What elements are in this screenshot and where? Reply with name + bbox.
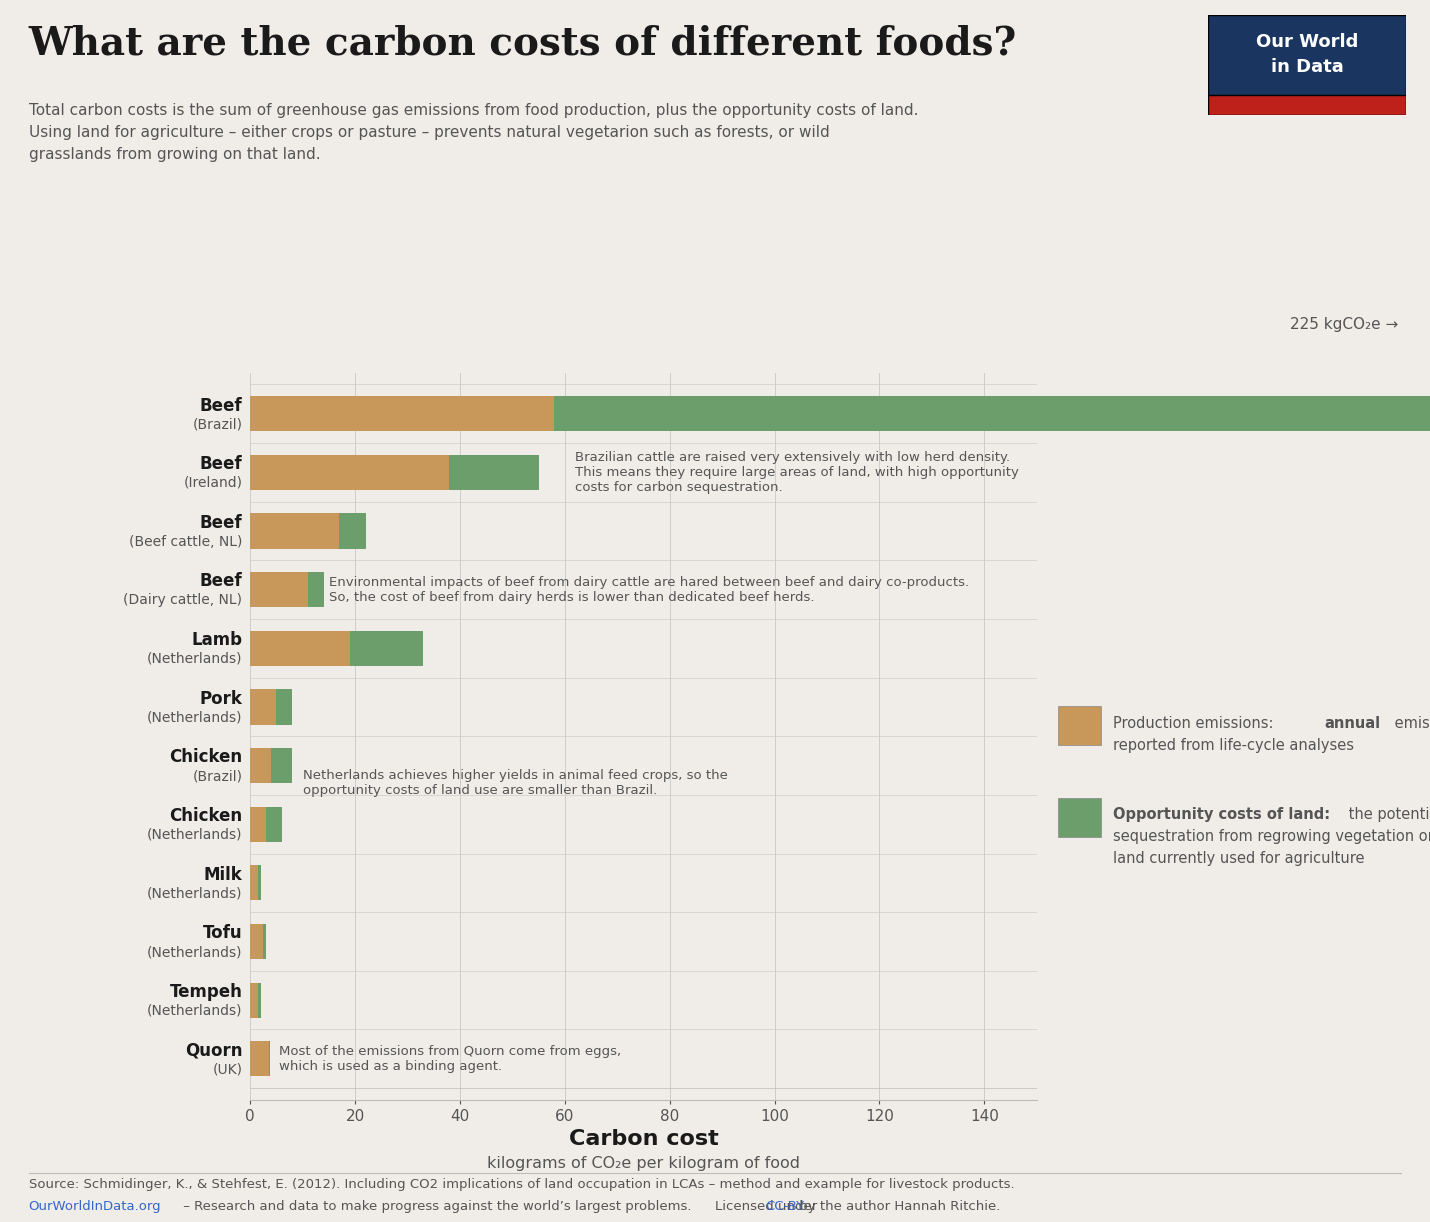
Text: Chicken: Chicken <box>169 807 242 825</box>
Text: reported from life-cycle analyses: reported from life-cycle analyses <box>1113 738 1354 753</box>
Bar <box>250 1041 269 1077</box>
Text: Our World: Our World <box>1256 33 1358 51</box>
Bar <box>250 924 263 959</box>
Text: the potential carbon: the potential carbon <box>1344 807 1430 821</box>
Bar <box>250 865 257 901</box>
Text: Production emissions:: Production emissions: <box>1113 716 1277 731</box>
Text: Chicken: Chicken <box>169 748 242 766</box>
Text: (Netherlands): (Netherlands) <box>147 827 242 842</box>
Text: CC-BY: CC-BY <box>765 1200 804 1213</box>
FancyBboxPatch shape <box>1208 15 1406 115</box>
Text: Beef: Beef <box>200 572 242 590</box>
Text: Netherlands achieves higher yields in animal feed crops, so the
opportunity cost: Netherlands achieves higher yields in an… <box>303 769 728 797</box>
Bar <box>350 631 423 666</box>
Text: Tempeh: Tempeh <box>170 982 242 1001</box>
Text: (Netherlands): (Netherlands) <box>147 651 242 666</box>
Bar <box>250 982 257 1018</box>
Bar <box>449 455 539 490</box>
Text: Total carbon costs is the sum of greenhouse gas emissions from food production, : Total carbon costs is the sum of greenho… <box>29 103 918 163</box>
Text: Quorn: Quorn <box>184 1041 242 1059</box>
Bar <box>307 572 323 607</box>
Text: in Data: in Data <box>1271 57 1343 76</box>
Text: sequestration from regrowing vegetation on: sequestration from regrowing vegetation … <box>1113 829 1430 843</box>
Text: Tofu: Tofu <box>203 924 242 942</box>
Text: emissions: emissions <box>1390 716 1430 731</box>
Text: Carbon cost: Carbon cost <box>569 1129 718 1149</box>
Text: (Netherlands): (Netherlands) <box>147 886 242 901</box>
Bar <box>250 396 555 431</box>
Text: Environmental impacts of beef from dairy cattle are hared between beef and dairy: Environmental impacts of beef from dairy… <box>329 576 970 604</box>
Text: (Ireland): (Ireland) <box>183 475 242 490</box>
Text: (Brazil): (Brazil) <box>193 417 242 431</box>
Bar <box>250 807 266 842</box>
Text: (UK): (UK) <box>213 1062 242 1077</box>
Bar <box>250 748 272 783</box>
Text: Pork: Pork <box>200 689 242 708</box>
Bar <box>263 924 266 959</box>
Bar <box>250 572 307 607</box>
Text: (Brazil): (Brazil) <box>193 769 242 783</box>
Text: (Dairy cattle, NL): (Dairy cattle, NL) <box>123 593 242 607</box>
Text: Licensed under: Licensed under <box>715 1200 821 1213</box>
Text: Brazilian cattle are raised very extensively with low herd density.
This means t: Brazilian cattle are raised very extensi… <box>575 451 1020 494</box>
FancyBboxPatch shape <box>1208 95 1406 115</box>
Bar <box>555 396 1430 431</box>
Bar <box>276 689 292 725</box>
Bar <box>250 513 339 549</box>
Text: OurWorldInData.org: OurWorldInData.org <box>29 1200 162 1213</box>
Bar <box>339 513 366 549</box>
Bar <box>257 865 260 901</box>
Text: – Research and data to make progress against the world’s largest problems.: – Research and data to make progress aga… <box>179 1200 691 1213</box>
Text: by the author Hannah Ritchie.: by the author Hannah Ritchie. <box>795 1200 1001 1213</box>
Text: (Netherlands): (Netherlands) <box>147 710 242 725</box>
Text: Most of the emissions from Quorn come from eggs,
which is used as a binding agen: Most of the emissions from Quorn come fr… <box>279 1045 621 1073</box>
Text: (Netherlands): (Netherlands) <box>147 945 242 959</box>
Text: Source: Schmidinger, K., & Stehfest, E. (2012). Including CO2 implications of la: Source: Schmidinger, K., & Stehfest, E. … <box>29 1178 1014 1191</box>
Text: 225 kgCO₂e →: 225 kgCO₂e → <box>1290 318 1399 332</box>
Text: Beef: Beef <box>200 455 242 473</box>
Bar <box>269 1041 270 1077</box>
Bar <box>257 982 260 1018</box>
Text: Milk: Milk <box>203 865 242 884</box>
Bar <box>272 748 292 783</box>
Bar <box>250 631 350 666</box>
Text: Beef: Beef <box>200 397 242 414</box>
Bar <box>250 455 449 490</box>
Text: Beef: Beef <box>200 513 242 532</box>
Text: What are the carbon costs of different foods?: What are the carbon costs of different f… <box>29 24 1017 62</box>
Text: (Netherlands): (Netherlands) <box>147 1003 242 1018</box>
Text: Lamb: Lamb <box>192 631 242 649</box>
Text: Opportunity costs of land:: Opportunity costs of land: <box>1113 807 1330 821</box>
Text: kilograms of CO₂e per kilogram of food: kilograms of CO₂e per kilogram of food <box>488 1156 799 1171</box>
Text: land currently used for agriculture: land currently used for agriculture <box>1113 851 1364 865</box>
Bar <box>266 807 282 842</box>
Bar <box>250 689 276 725</box>
Text: (Beef cattle, NL): (Beef cattle, NL) <box>129 534 242 549</box>
Text: annual: annual <box>1324 716 1380 731</box>
